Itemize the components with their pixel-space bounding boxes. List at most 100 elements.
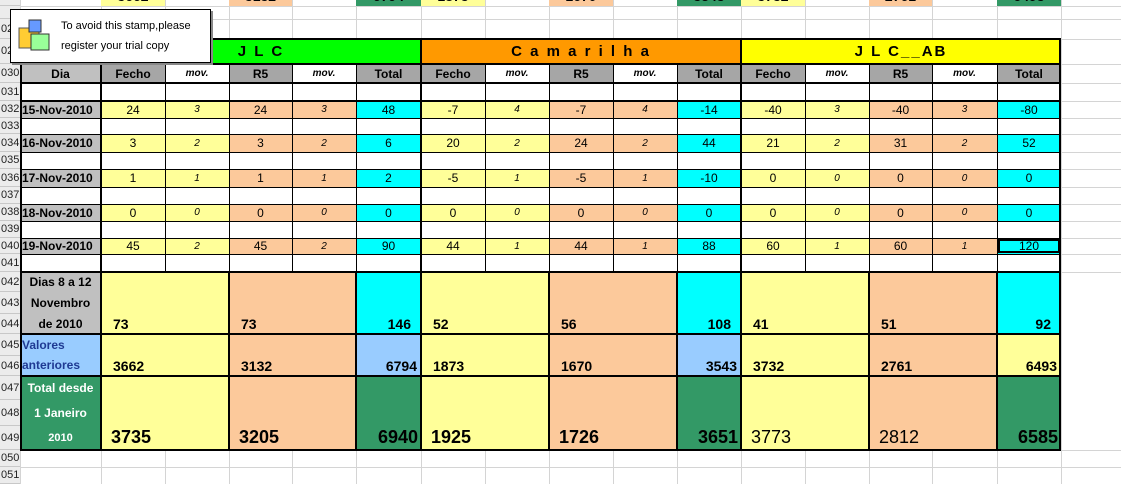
summary-valores-value[interactable]: 1873 [421, 334, 549, 376]
empty-cell[interactable] [997, 221, 1061, 238]
empty-cell[interactable] [677, 83, 741, 101]
empty-cell[interactable] [101, 254, 165, 272]
mov-cell[interactable]: 1 [613, 169, 677, 187]
empty-cell[interactable] [613, 254, 677, 272]
summary-valores-value[interactable]: 3732 [741, 334, 869, 376]
value-cell[interactable]: 52 [997, 134, 1061, 152]
empty-cell[interactable] [741, 221, 805, 238]
value-cell[interactable]: 0 [741, 169, 805, 187]
row-number[interactable]: 047 [0, 376, 20, 400]
empty-cell[interactable] [869, 118, 932, 134]
empty-cell[interactable] [869, 83, 932, 101]
empty-cell[interactable] [741, 152, 805, 169]
empty-cell[interactable] [165, 83, 229, 101]
top-partial-cell[interactable]: 3543 [677, 0, 741, 6]
mov-cell[interactable]: 1 [932, 238, 997, 254]
row-number[interactable] [0, 0, 20, 6]
value-cell[interactable]: 44 [549, 238, 613, 254]
col-header-total[interactable]: Total [997, 64, 1061, 83]
date-cell[interactable]: 16-Nov-2010 [20, 134, 101, 152]
empty-cell[interactable] [165, 152, 229, 169]
mov-cell[interactable]: 2 [932, 134, 997, 152]
value-cell[interactable]: -5 [421, 169, 485, 187]
value-cell[interactable]: 3 [229, 134, 292, 152]
value-cell[interactable]: 1 [229, 169, 292, 187]
empty-cell[interactable] [549, 187, 613, 204]
empty-cell[interactable] [677, 152, 741, 169]
value-cell[interactable]: 2 [356, 169, 421, 187]
empty-cell[interactable] [741, 254, 805, 272]
value-cell[interactable]: 21 [741, 134, 805, 152]
summary-valores-value[interactable]: 3662 [101, 334, 229, 376]
empty-cell[interactable] [997, 118, 1061, 134]
value-cell[interactable]: -80 [997, 101, 1061, 118]
summary-dias-value[interactable]: 52 [421, 272, 549, 334]
row-number[interactable]: 033 [0, 118, 20, 134]
top-partial-cell[interactable]: 1873 [421, 0, 485, 6]
row-number[interactable]: 049 [0, 426, 20, 450]
empty-cell[interactable] [932, 83, 997, 101]
empty-cell[interactable] [101, 152, 165, 169]
row-number[interactable]: 037 [0, 187, 20, 204]
empty-cell[interactable] [421, 254, 485, 272]
row-number[interactable]: 030 [0, 64, 20, 83]
value-cell[interactable]: -14 [677, 101, 741, 118]
row-number[interactable]: 035 [0, 152, 20, 169]
row-number[interactable]: 045 [0, 334, 20, 356]
col-header-total[interactable]: Total [677, 64, 741, 83]
empty-cell[interactable] [932, 152, 997, 169]
summary-total-value[interactable]: 3773 [741, 376, 869, 450]
summary-total-value[interactable]: 3735 [101, 376, 229, 450]
top-partial-cell[interactable]: 2761 [869, 0, 932, 6]
empty-cell[interactable] [292, 254, 356, 272]
value-cell[interactable]: 0 [356, 204, 421, 221]
summary-total-value[interactable]: 2812 [869, 376, 997, 450]
mov-cell[interactable]: 1 [485, 238, 549, 254]
empty-cell[interactable] [677, 118, 741, 134]
empty-cell[interactable] [997, 187, 1061, 204]
empty-cell[interactable] [613, 118, 677, 134]
empty-cell[interactable] [20, 152, 101, 169]
empty-cell[interactable] [421, 152, 485, 169]
col-header-total[interactable]: Total [356, 64, 421, 83]
summary-dias-value[interactable]: 108 [677, 272, 741, 334]
col-header-mov[interactable]: mov. [613, 64, 677, 83]
empty-cell[interactable] [229, 83, 292, 101]
empty-cell[interactable] [292, 152, 356, 169]
summary-dias-value[interactable]: 146 [356, 272, 421, 334]
col-header-r5[interactable]: R5 [229, 64, 292, 83]
empty-cell[interactable] [613, 221, 677, 238]
row-number[interactable]: 046 [0, 356, 20, 376]
col-header-mov[interactable]: mov. [932, 64, 997, 83]
empty-cell[interactable] [356, 83, 421, 101]
empty-cell[interactable] [485, 118, 549, 134]
top-partial-cell[interactable]: 6794 [356, 0, 421, 6]
empty-cell[interactable] [741, 118, 805, 134]
empty-cell[interactable] [549, 221, 613, 238]
empty-cell[interactable] [421, 83, 485, 101]
col-header-fecho[interactable]: Fecho [101, 64, 165, 83]
empty-cell[interactable] [356, 152, 421, 169]
value-cell[interactable]: -5 [549, 169, 613, 187]
empty-cell[interactable] [932, 118, 997, 134]
empty-cell[interactable] [677, 187, 741, 204]
mov-cell[interactable]: 1 [613, 238, 677, 254]
value-cell[interactable]: 0 [869, 169, 932, 187]
value-cell[interactable]: 31 [869, 134, 932, 152]
summary-valores-value[interactable]: 3543 [677, 334, 741, 376]
row-number[interactable]: 038 [0, 204, 20, 221]
value-cell[interactable]: -40 [741, 101, 805, 118]
mov-cell[interactable]: 0 [485, 204, 549, 221]
mov-cell[interactable]: 2 [292, 238, 356, 254]
date-cell[interactable]: 18-Nov-2010 [20, 204, 101, 221]
empty-cell[interactable] [805, 254, 869, 272]
row-number[interactable]: 032 [0, 101, 20, 118]
row-number[interactable]: 050 [0, 450, 20, 467]
value-cell[interactable]: 24 [101, 101, 165, 118]
group-header[interactable]: C a m a r i l h a [421, 39, 741, 64]
empty-cell[interactable] [932, 254, 997, 272]
empty-cell[interactable] [101, 221, 165, 238]
empty-cell[interactable] [869, 187, 932, 204]
empty-cell[interactable] [805, 152, 869, 169]
mov-cell[interactable]: 0 [805, 169, 869, 187]
